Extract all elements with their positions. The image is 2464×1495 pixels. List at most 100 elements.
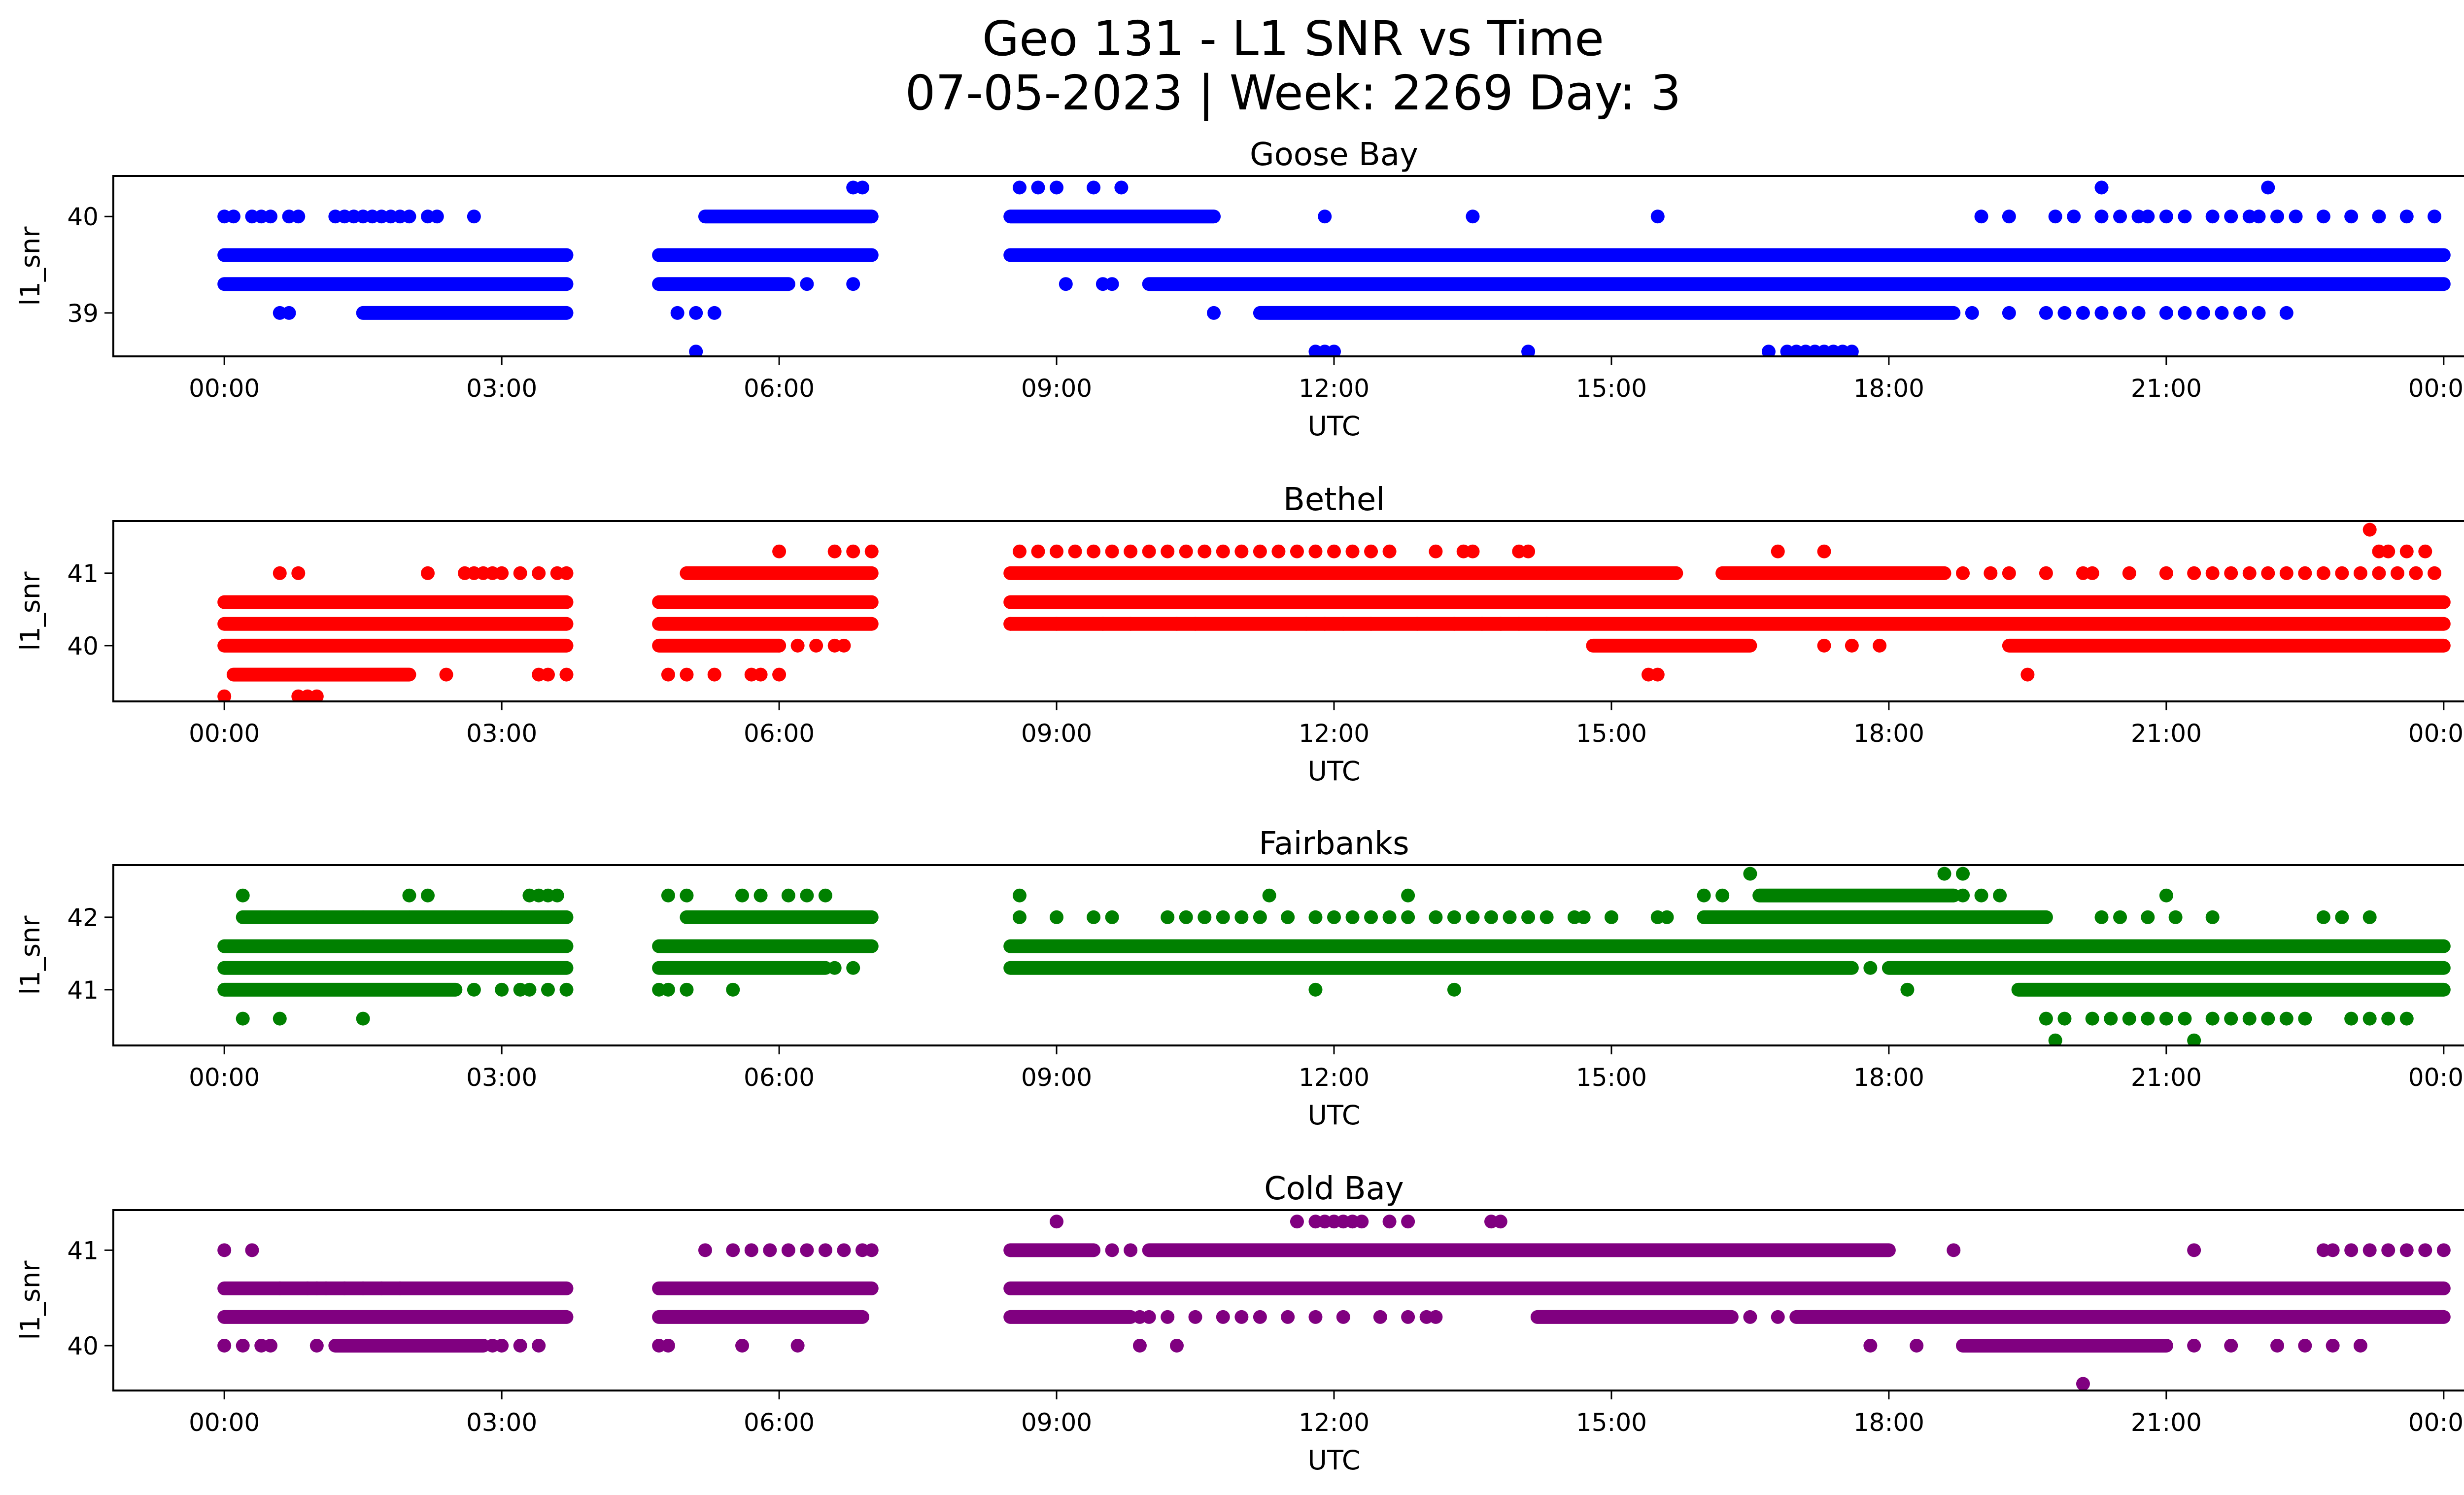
data-point (790, 1338, 805, 1353)
data-point (2279, 1011, 2293, 1026)
data-point (1012, 544, 1027, 558)
data-point (236, 888, 250, 903)
data-marks (217, 1215, 2451, 1391)
data-point (1318, 617, 1332, 631)
data-point (2381, 1011, 2396, 1026)
data-point (2316, 209, 2330, 224)
data-point (2187, 566, 2201, 580)
data-point (1604, 910, 1618, 924)
data-point (1345, 544, 1360, 558)
data-point (1475, 617, 1489, 631)
data-point (2187, 1033, 2201, 1045)
data-point (2159, 306, 2173, 320)
data-point (309, 1338, 324, 1353)
x-tick-label: 00:00 (2408, 1408, 2464, 1437)
data-point (1253, 544, 1267, 558)
data-point (864, 1243, 879, 1257)
data-point (2233, 306, 2247, 320)
data-point (2418, 1243, 2432, 1257)
data-point (2270, 209, 2285, 224)
data-point (1401, 1215, 1415, 1229)
data-point (680, 982, 694, 997)
data-point (513, 566, 527, 580)
data-point (532, 566, 546, 580)
data-point (1216, 544, 1230, 558)
panel-title: Bethel (1283, 482, 1385, 518)
data-point (1050, 617, 1064, 631)
data-point (495, 910, 509, 924)
data-point (1845, 345, 1859, 356)
data-point (1974, 888, 1988, 903)
data-point (1956, 566, 1970, 580)
y-axis-label: l1_snr (15, 1260, 46, 1340)
data-point (763, 1243, 777, 1257)
data-point (2242, 1011, 2257, 1026)
data-point (698, 1243, 712, 1257)
data-point (541, 910, 555, 924)
data-point (1336, 617, 1350, 631)
x-tick-label: 18:00 (1853, 719, 1924, 748)
data-point (282, 306, 296, 320)
data-point (1253, 1310, 1267, 1324)
data-point (1576, 910, 1591, 924)
data-marks (217, 867, 2451, 1045)
data-point (1429, 910, 1443, 924)
data-point (1900, 982, 1915, 997)
data-point (495, 566, 509, 580)
data-point (2039, 1011, 2053, 1026)
data-point (753, 667, 768, 682)
data-point (1974, 209, 1988, 224)
data-point (2289, 209, 2303, 224)
data-point (855, 180, 869, 195)
data-point (2113, 306, 2127, 320)
data-point (2002, 306, 2016, 320)
data-point (1161, 544, 1175, 558)
data-point (1429, 544, 1443, 558)
data-point (1503, 910, 1517, 924)
data-point (1447, 617, 1461, 631)
data-point (1327, 910, 1341, 924)
data-point (1290, 1215, 1304, 1229)
data-point (2159, 566, 2173, 580)
data-point (2205, 209, 2220, 224)
data-point (1650, 209, 1665, 224)
data-point (1142, 544, 1156, 558)
data-point (1308, 544, 1323, 558)
data-point (2261, 180, 2275, 195)
data-point (2224, 1338, 2238, 1353)
data-point (2113, 209, 2127, 224)
x-tick-label: 18:00 (1853, 1063, 1924, 1092)
y-tick-label: 41 (67, 559, 99, 588)
data-point (781, 888, 795, 903)
data-point (1327, 345, 1341, 356)
x-tick-label: 00:00 (2408, 1063, 2464, 1092)
data-point (1253, 910, 1267, 924)
x-tick-label: 00:00 (2408, 719, 2464, 748)
data-point (2428, 566, 2442, 580)
data-point (226, 209, 240, 224)
data-point (532, 1338, 546, 1353)
data-point (2141, 1011, 2155, 1026)
data-point (2094, 180, 2109, 195)
data-point (707, 306, 721, 320)
data-point (309, 910, 324, 924)
data-point (2279, 306, 2293, 320)
data-point (1142, 1310, 1156, 1324)
data-point (1050, 910, 1064, 924)
data-point (1207, 306, 1221, 320)
data-point (1179, 910, 1193, 924)
data-point (1660, 910, 1674, 924)
data-point (2159, 209, 2173, 224)
data-point (1308, 1310, 1323, 1324)
data-point (772, 544, 787, 558)
data-point (753, 888, 768, 903)
x-tick-label: 00:00 (189, 1063, 260, 1092)
data-point (2178, 306, 2192, 320)
data-point (2067, 209, 2081, 224)
data-point (217, 1243, 232, 1257)
data-point (2113, 910, 2127, 924)
data-point (2381, 544, 2396, 558)
data-point (2039, 566, 2053, 580)
data-point (864, 544, 879, 558)
data-point (837, 1243, 851, 1257)
